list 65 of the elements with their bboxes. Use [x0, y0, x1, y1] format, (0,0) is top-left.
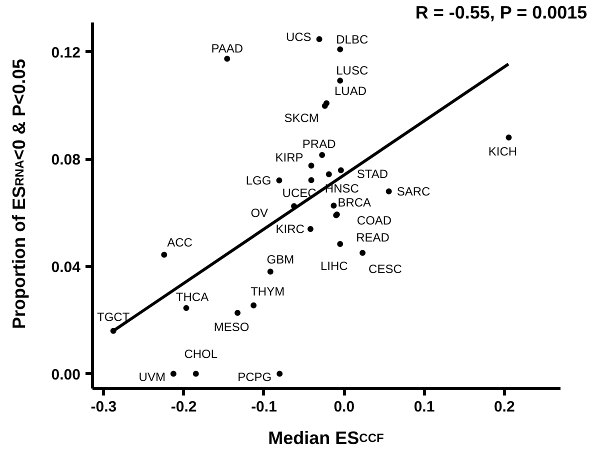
annotation: BRCA [338, 196, 372, 210]
annotation: ACC [167, 236, 193, 250]
point [322, 102, 328, 109]
point [338, 167, 344, 174]
annotation: KIRP [275, 150, 304, 165]
annotation: LGG [246, 173, 272, 188]
annotation: PAAD [211, 42, 244, 56]
x-tick-label: -0.1 [251, 398, 277, 416]
annotation: THYM [250, 284, 285, 298]
point [386, 188, 392, 194]
annotation: OV [250, 206, 268, 220]
annotation: COAD [356, 213, 392, 228]
point [506, 134, 512, 141]
point [183, 305, 190, 312]
point [330, 202, 337, 209]
y-tick-label: 0.08 [51, 152, 81, 169]
x-tick-label: -0.3 [90, 398, 117, 416]
y-tick-label: 0.04 [51, 259, 82, 276]
point [161, 252, 168, 258]
annotation: UCS [286, 30, 312, 44]
annotation: PCPG [238, 370, 272, 384]
point [308, 177, 314, 184]
point [316, 36, 322, 42]
annotation: CESC [368, 262, 402, 276]
annotation: MESO [214, 320, 250, 334]
annotation: HNSC [324, 181, 360, 196]
annotation: LUSC [336, 64, 368, 78]
point [234, 310, 241, 316]
annotation: READ [356, 230, 390, 244]
point [224, 56, 230, 62]
annotation: KICH [488, 144, 518, 159]
y-tick-label: 0.00 [51, 366, 81, 384]
annotation: GBM [266, 252, 294, 267]
point [337, 46, 344, 52]
point [192, 370, 199, 377]
point [337, 240, 344, 247]
point [276, 370, 283, 377]
annotation: PRAD [302, 136, 336, 151]
point [276, 177, 282, 184]
point [307, 226, 314, 232]
annotation: DLBC [336, 32, 368, 46]
point [337, 78, 344, 84]
annotation: SKCM [284, 110, 319, 125]
x-tick-label: 0.1 [414, 398, 435, 416]
x-tick-label: -0.2 [170, 398, 197, 416]
annotation: R = -0.55, P = 0.0015 [415, 2, 588, 22]
point [360, 250, 366, 256]
x-tick-label: 0.0 [334, 398, 355, 416]
point [308, 162, 314, 169]
point [250, 302, 257, 308]
annotation: LUAD [334, 84, 367, 98]
annotation: SARC [396, 184, 431, 198]
annotation: UVM [138, 370, 166, 384]
point [319, 152, 326, 158]
annotation: THCA [176, 290, 209, 304]
annotation: CHOL [184, 346, 218, 361]
x-tick-label: 0.2 [494, 398, 515, 416]
point [267, 268, 274, 275]
point [326, 171, 332, 178]
y-tick-label: 0.12 [51, 44, 81, 62]
point [170, 370, 176, 377]
annotation: TGCT [97, 310, 130, 324]
annotation: STAD [356, 167, 388, 182]
annotation: KIRC [276, 222, 305, 236]
annotation: LIHC [320, 258, 348, 273]
